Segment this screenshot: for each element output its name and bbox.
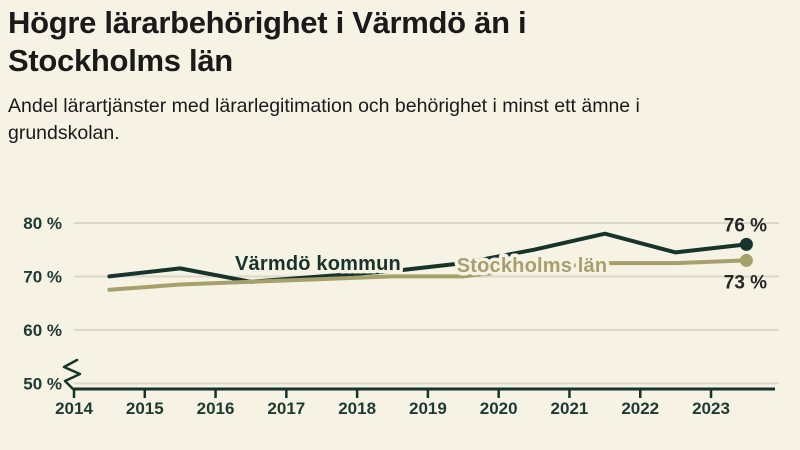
end-value-label-stockholms-lan: 73 % [724,272,767,293]
x-tick-label-2015: 2015 [126,399,164,418]
x-tick-label-2022: 2022 [621,399,659,418]
series-line-stockholms-lan [107,258,749,292]
x-tick-label-2016: 2016 [197,399,235,418]
x-tick-label-2023: 2023 [692,399,730,418]
y-tick-label-70: 70 % [23,267,62,286]
x-tick-label-2019: 2019 [409,399,447,418]
chart-header: Högre lärarbehörighet i Värmdö än i Stoc… [8,4,753,147]
y-tick-label-60: 60 % [23,321,62,340]
x-tick-label-2014: 2014 [55,399,93,418]
series-label-stockholms-lan: Stockholms län [457,255,608,277]
series-end-dot-stockholms-lan [739,253,753,267]
x-tick-label-2018: 2018 [338,399,376,418]
chart-title: Högre lärarbehörighet i Värmdö än i Stoc… [8,5,527,78]
x-tick-label-2021: 2021 [551,399,589,418]
y-tick-label-50: 50 % [23,374,62,393]
series-line-varmdo-kommun [107,231,749,284]
series-label-varmdo-kommun: Värmdö kommun [235,253,401,275]
chart-subtitle: Andel lärartjänster med lärarlegitimatio… [8,95,640,144]
axis-break-icon [62,358,82,391]
x-tick-label-2017: 2017 [267,399,305,418]
x-tick-label-2020: 2020 [480,399,518,418]
y-tick-label-80: 80 % [23,214,62,233]
series-end-dot-varmdo-kommun [739,237,753,251]
end-value-label-varmdo-kommun: 76 % [724,215,767,236]
